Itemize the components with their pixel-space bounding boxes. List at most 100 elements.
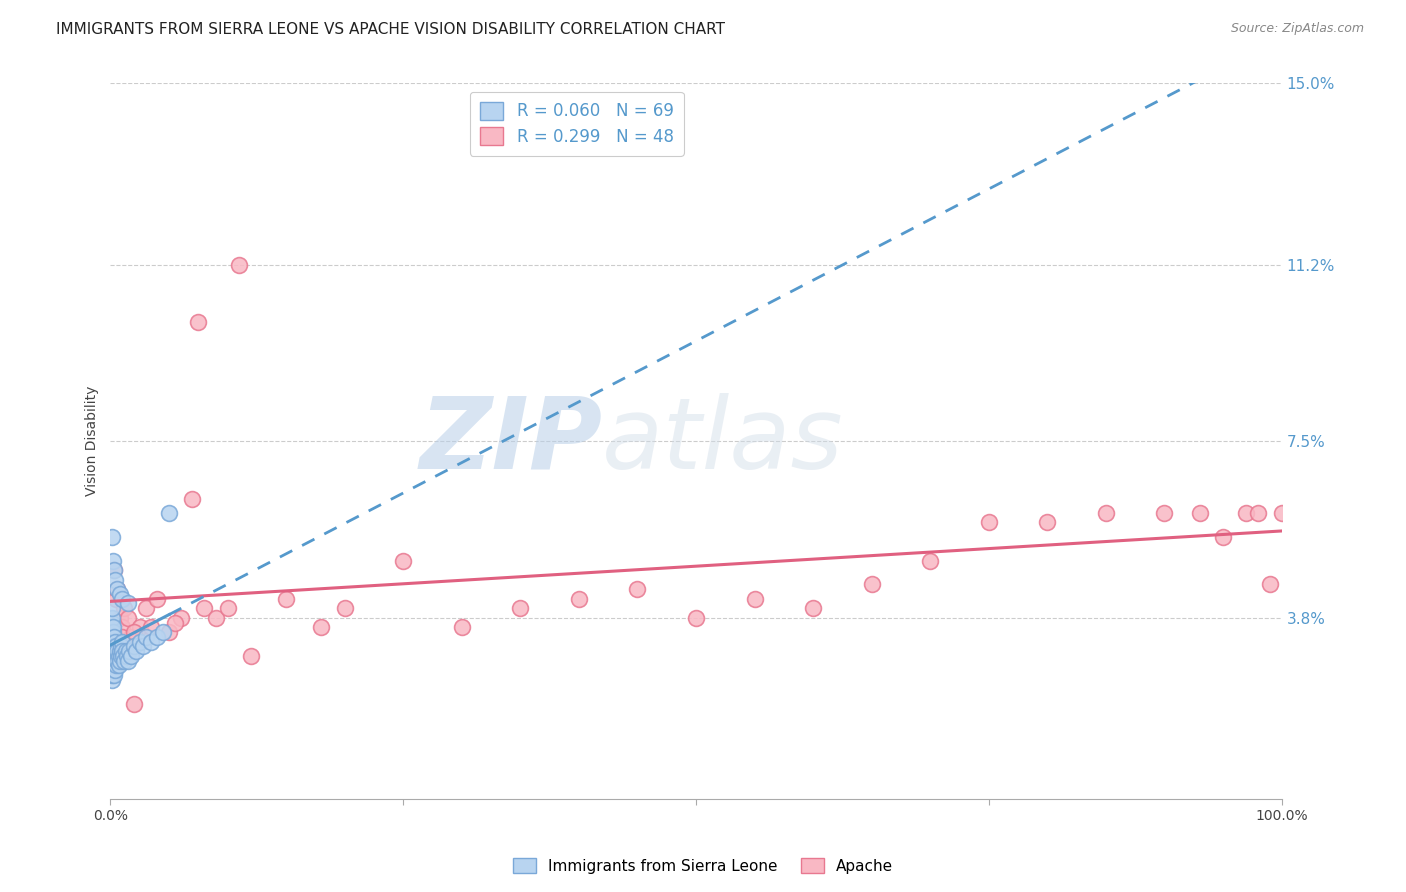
- Point: [111, 644, 134, 658]
- Point: [114, 601, 136, 615]
- Point: [108, 654, 131, 668]
- Point: [111, 630, 134, 644]
- Point: [104, 573, 127, 587]
- Point: [105, 640, 128, 654]
- Point: [141, 620, 163, 634]
- Point: [107, 644, 129, 658]
- Point: [100, 663, 122, 677]
- Point: [1258, 577, 1281, 591]
- Point: [146, 630, 169, 644]
- Point: [100, 644, 122, 658]
- Point: [101, 625, 124, 640]
- Point: [170, 611, 193, 625]
- Point: [100, 630, 122, 644]
- Point: [100, 530, 122, 544]
- Point: [392, 553, 415, 567]
- Point: [100, 640, 122, 654]
- Point: [101, 634, 124, 648]
- Point: [115, 648, 138, 663]
- Y-axis label: Vision Disability: Vision Disability: [86, 386, 100, 497]
- Point: [103, 563, 125, 577]
- Point: [103, 648, 125, 663]
- Point: [685, 611, 707, 625]
- Point: [111, 620, 134, 634]
- Point: [920, 553, 942, 567]
- Point: [228, 258, 250, 272]
- Point: [100, 601, 122, 615]
- Point: [103, 630, 125, 644]
- Point: [107, 582, 129, 596]
- Point: [108, 644, 131, 658]
- Point: [1247, 506, 1270, 520]
- Point: [105, 648, 128, 663]
- Text: Source: ZipAtlas.com: Source: ZipAtlas.com: [1230, 22, 1364, 36]
- Point: [100, 673, 122, 687]
- Point: [146, 591, 169, 606]
- Point: [193, 601, 215, 615]
- Legend: Immigrants from Sierra Leone, Apache: Immigrants from Sierra Leone, Apache: [508, 852, 898, 880]
- Point: [333, 601, 356, 615]
- Point: [1036, 516, 1059, 530]
- Point: [105, 591, 128, 606]
- Point: [101, 553, 124, 567]
- Point: [125, 644, 148, 658]
- Point: [122, 697, 145, 711]
- Point: [117, 654, 139, 668]
- Point: [101, 654, 124, 668]
- Point: [107, 654, 129, 668]
- Point: [1234, 506, 1257, 520]
- Point: [101, 648, 124, 663]
- Point: [104, 634, 127, 648]
- Point: [105, 658, 128, 673]
- Point: [128, 620, 150, 634]
- Point: [128, 634, 150, 648]
- Point: [152, 625, 174, 640]
- Point: [1270, 506, 1292, 520]
- Point: [101, 630, 124, 644]
- Point: [101, 658, 124, 673]
- Point: [1212, 530, 1234, 544]
- Point: [111, 634, 134, 648]
- Point: [100, 648, 122, 663]
- Point: [509, 601, 531, 615]
- Point: [107, 648, 129, 663]
- Point: [135, 630, 157, 644]
- Point: [117, 611, 139, 625]
- Point: [744, 591, 766, 606]
- Point: [117, 597, 139, 611]
- Point: [104, 644, 127, 658]
- Point: [103, 640, 125, 654]
- Point: [101, 620, 124, 634]
- Legend: R = 0.060   N = 69, R = 0.299   N = 48: R = 0.060 N = 69, R = 0.299 N = 48: [470, 92, 683, 156]
- Point: [157, 625, 180, 640]
- Point: [100, 654, 122, 668]
- Point: [626, 582, 648, 596]
- Text: atlas: atlas: [602, 392, 844, 490]
- Point: [100, 634, 122, 648]
- Point: [568, 591, 591, 606]
- Point: [217, 601, 239, 615]
- Point: [187, 315, 209, 329]
- Point: [141, 634, 163, 648]
- Point: [239, 648, 262, 663]
- Point: [122, 625, 145, 640]
- Point: [122, 640, 145, 654]
- Point: [450, 620, 472, 634]
- Point: [112, 648, 135, 663]
- Point: [103, 658, 125, 673]
- Point: [100, 611, 122, 625]
- Point: [1153, 506, 1175, 520]
- Point: [1095, 506, 1118, 520]
- Point: [121, 648, 143, 663]
- Point: [114, 644, 136, 658]
- Point: [104, 663, 127, 677]
- Point: [108, 611, 131, 625]
- Point: [107, 658, 129, 673]
- Point: [100, 615, 122, 630]
- Point: [114, 654, 136, 668]
- Point: [801, 601, 824, 615]
- Point: [181, 491, 204, 506]
- Point: [110, 640, 132, 654]
- Point: [1188, 506, 1211, 520]
- Point: [101, 644, 124, 658]
